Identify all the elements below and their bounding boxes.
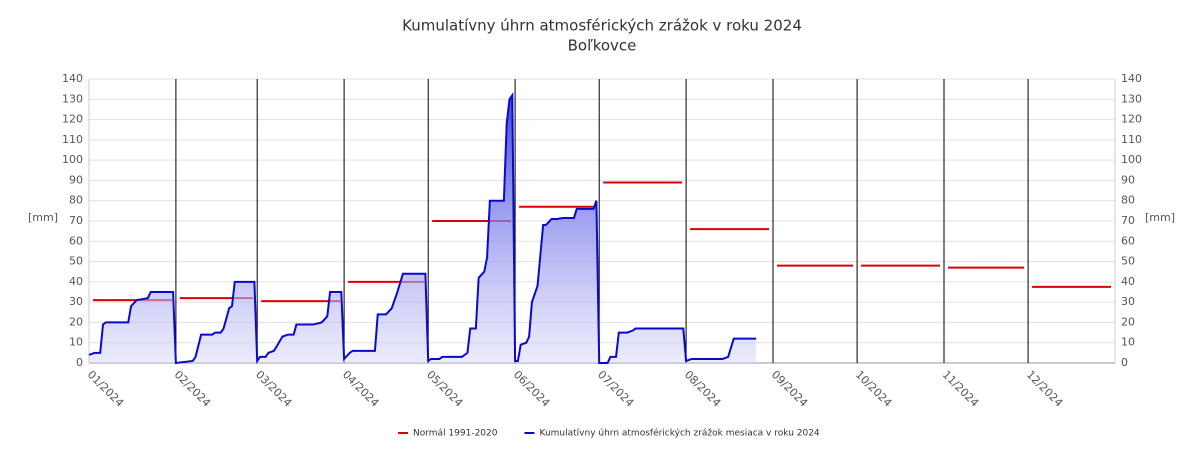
y2-tick-label: 120 [1121,113,1142,126]
legend-label: Kumulatívny úhrn atmosférických zrážok m… [539,428,819,439]
y-tick-label: 120 [62,113,83,126]
y2-tick-label: 60 [1121,234,1135,247]
y2-tick-label: 50 [1121,255,1135,268]
y2-tick-label: 130 [1121,92,1142,105]
y2-tick-label: 10 [1121,336,1135,349]
y-tick-label: 100 [62,153,83,166]
y-tick-label: 50 [69,255,83,268]
y-tick-label: 80 [69,194,83,207]
x-tick-label: 09/2024 [769,368,811,410]
y-tick-label: 20 [69,315,83,328]
y2-tick-label: 0 [1121,356,1128,369]
y2-tick-label: 20 [1121,315,1135,328]
x-tick-label: 05/2024 [424,368,466,410]
y-tick-label: 90 [69,173,83,186]
y-tick-label: 110 [62,133,83,146]
y2-tick-label: 70 [1121,214,1135,227]
y-tick-label: 40 [69,275,83,288]
x-tick-label: 08/2024 [682,368,724,410]
y-tick-label: 60 [69,234,83,247]
y2-tick-label: 30 [1121,295,1135,308]
y-tick-label: 140 [62,72,83,85]
x-tick-label: 12/2024 [1024,368,1066,410]
chart-title: Kumulatívny úhrn atmosférických zrážok v… [402,17,802,35]
y2-tick-label: 110 [1121,133,1142,146]
y2-tick-label: 80 [1121,194,1135,207]
line [88,92,757,365]
y-tick-label: 130 [62,92,83,105]
y2-tick-label: 90 [1121,173,1135,186]
x-tick-label: 04/2024 [340,368,382,410]
y-tick-label: 30 [69,295,83,308]
x-tick-label: 03/2024 [253,368,295,410]
y2-tick-label: 100 [1121,153,1142,166]
y-tick-label: 10 [69,336,83,349]
y-tick-label: 70 [69,214,83,227]
area [89,95,757,363]
x-tick-label: 10/2024 [853,368,895,410]
y-axis-label: [mm] [28,211,58,224]
y-tick-label: 0 [76,356,83,369]
y2-tick-label: 140 [1121,72,1142,85]
x-tick-label: 07/2024 [595,368,637,410]
legend-label: Normál 1991-2020 [413,429,498,439]
x-tick-label: 01/2024 [85,368,127,410]
chart-subtitle: Boľkovce [568,37,637,55]
x-tick-label: 06/2024 [511,368,553,410]
x-tick-label: 11/2024 [940,368,982,410]
x-tick-label: 02/2024 [172,368,214,410]
y2-tick-label: 40 [1121,275,1135,288]
y2-axis-label: [mm] [1145,211,1175,224]
